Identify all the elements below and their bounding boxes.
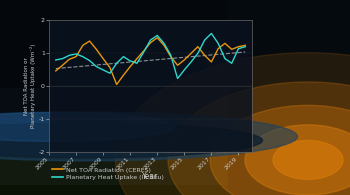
Bar (0, 136, 228, 156)
Circle shape (273, 140, 343, 179)
Circle shape (116, 53, 350, 195)
Bar (0, 156, 228, 185)
Circle shape (245, 125, 350, 195)
Bar (0, 117, 228, 136)
Ellipse shape (0, 123, 262, 158)
Bar (0, 185, 228, 195)
Ellipse shape (0, 112, 298, 161)
Circle shape (210, 105, 350, 195)
Ellipse shape (0, 112, 175, 141)
Legend: Net TOA Radiation (CERES), Planetary Heat Uptake (In Situ): Net TOA Radiation (CERES), Planetary Hea… (52, 167, 164, 180)
X-axis label: Year: Year (142, 172, 159, 181)
Circle shape (168, 82, 350, 195)
Bar (0, 0, 228, 88)
Y-axis label: Net TOA Radiation or
Planetary Heat Uptake (Wm⁻²): Net TOA Radiation or Planetary Heat Upta… (24, 44, 36, 128)
Bar (0, 88, 228, 117)
